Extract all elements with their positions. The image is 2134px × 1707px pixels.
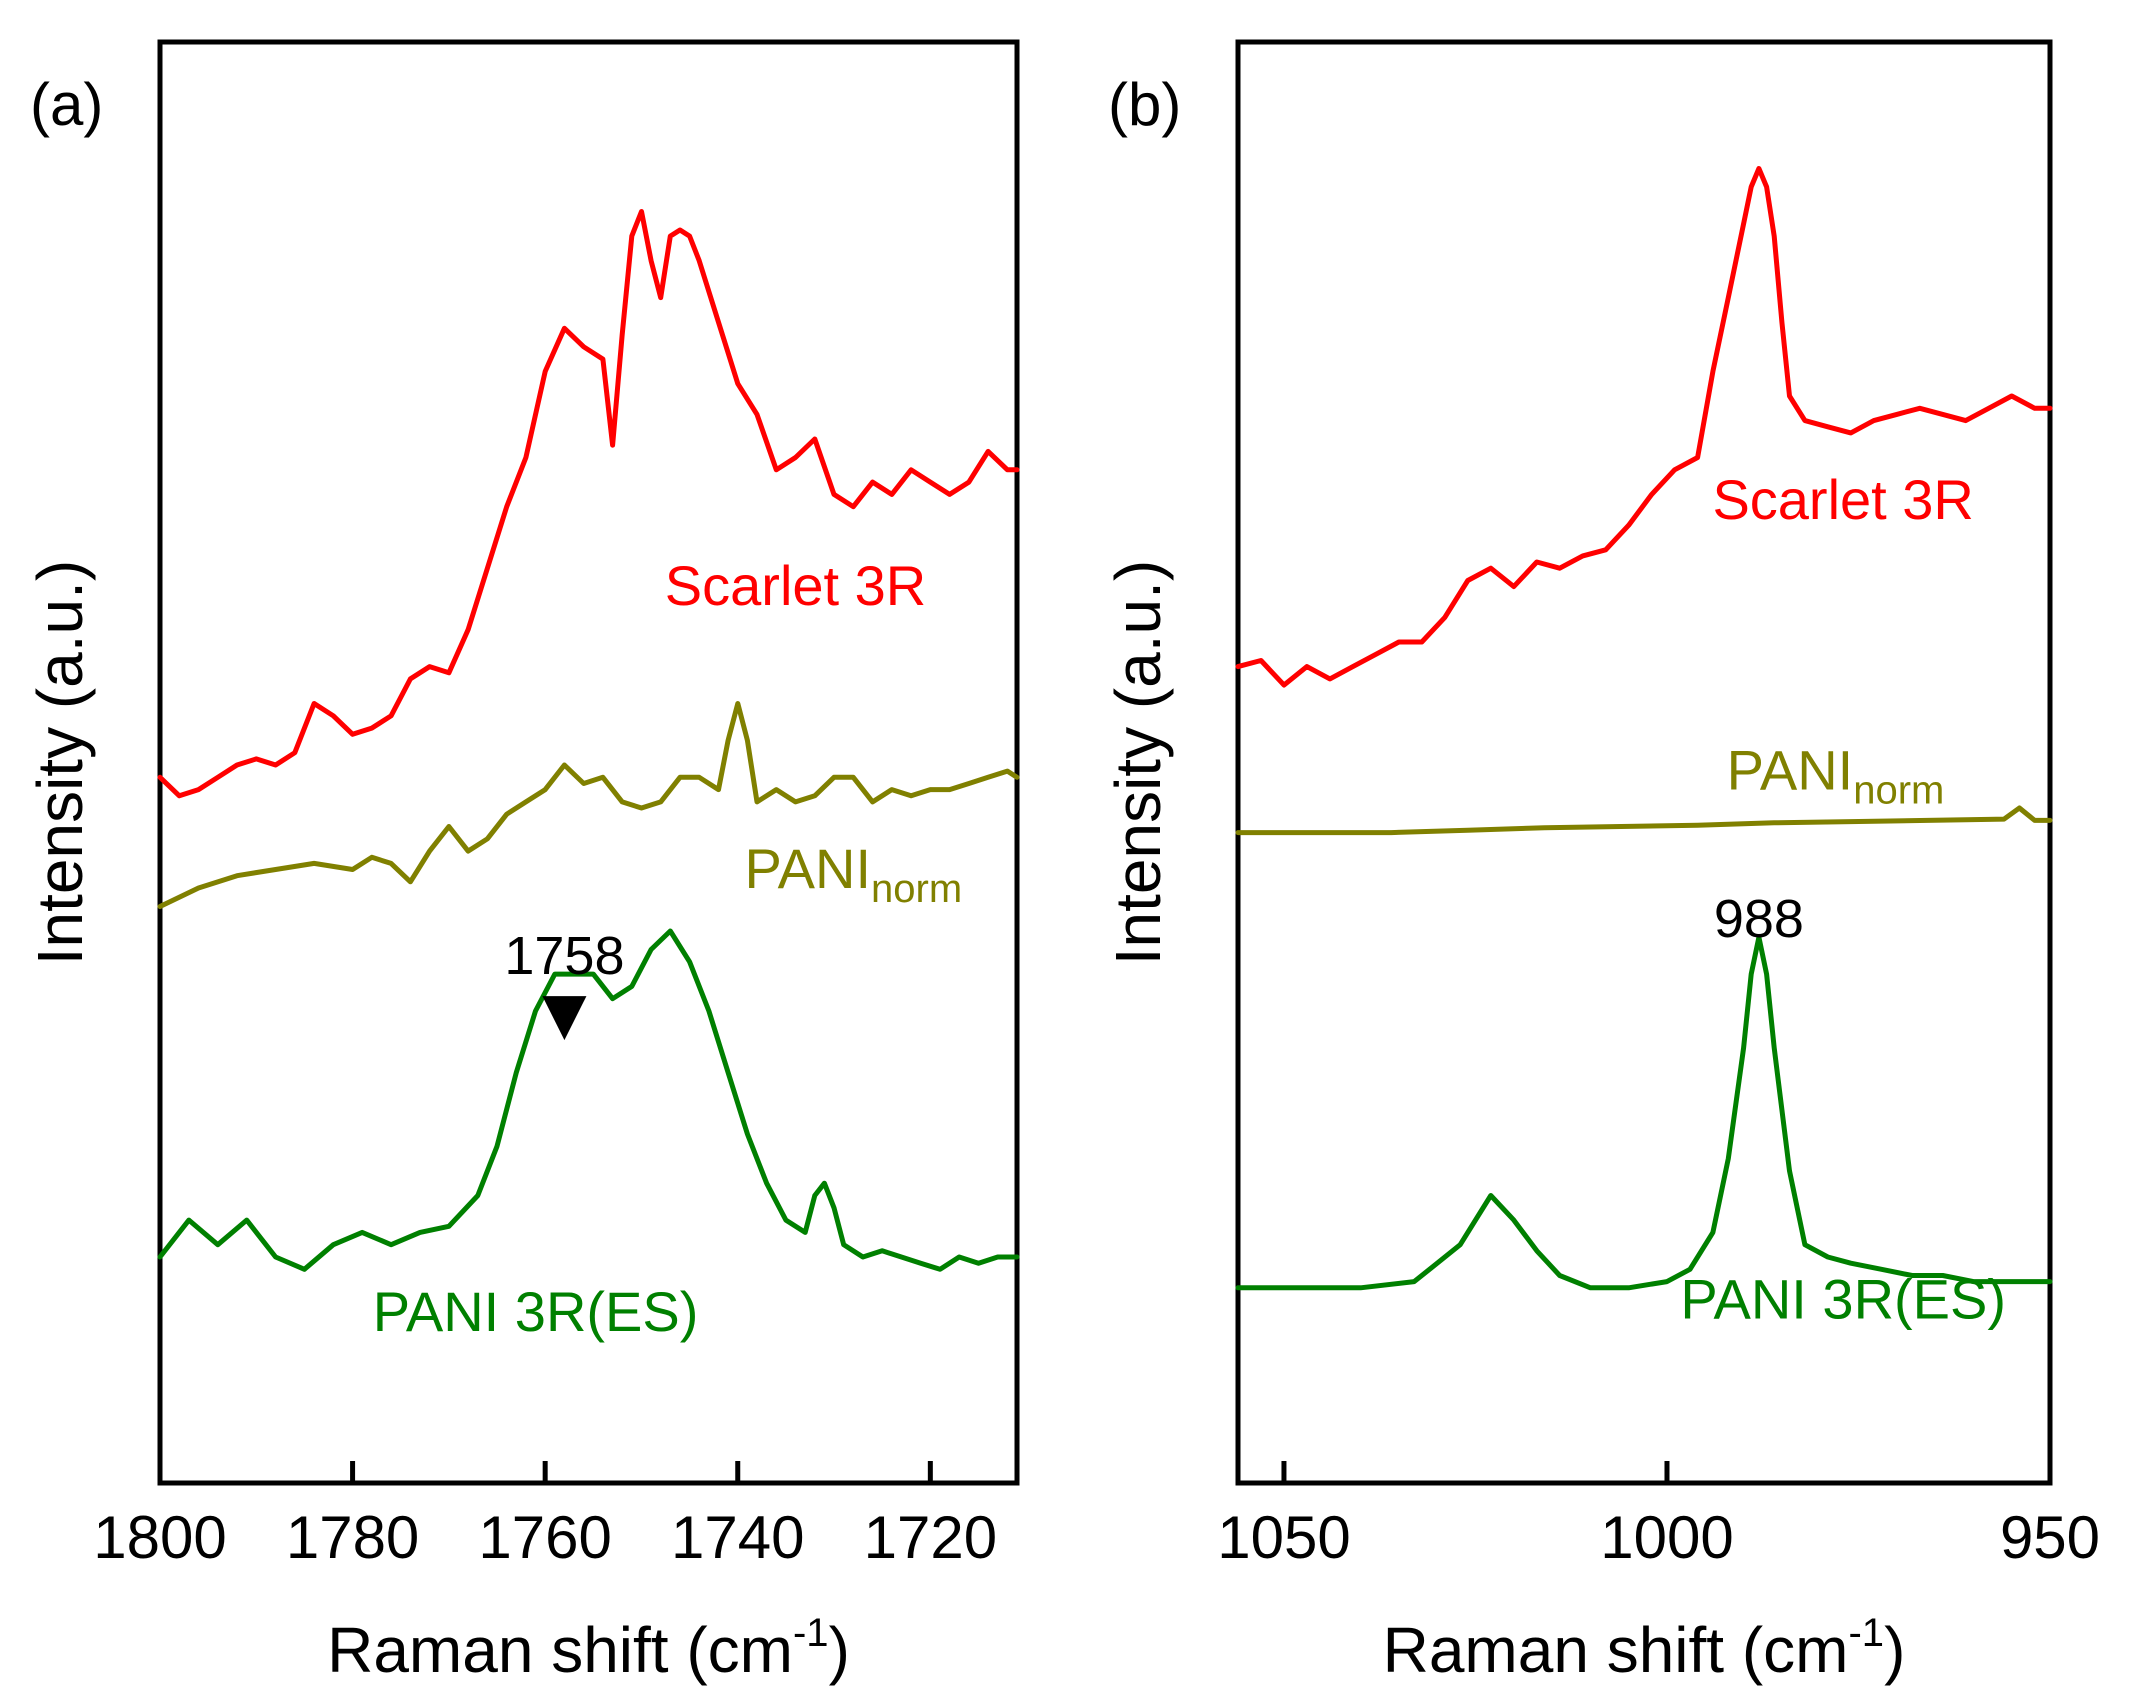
- series-line-scarlet-3r: [1235, 166, 2053, 688]
- series-line-scarlet-3r: [157, 209, 1020, 799]
- x-tick-label: 1740: [671, 1504, 804, 1571]
- x-axis-label-superscript: -1: [1848, 1611, 1884, 1655]
- series-label-text: PANI: [1727, 739, 1854, 802]
- x-tick-label: 1000: [1600, 1504, 1733, 1571]
- peak-label: 1758: [504, 926, 624, 986]
- series-label-text: Scarlet 3R: [1712, 468, 1973, 531]
- panel-b: 1050 1000 950 Scarlet 3R PANInorm PANI 3R(ES)…: [1102, 39, 2100, 1686]
- x-axis-label-end: ): [1884, 1614, 1905, 1686]
- plot-frame: [1235, 39, 2053, 1486]
- x-tick-label: 1780: [286, 1504, 419, 1571]
- series-label-text: Scarlet 3R: [665, 554, 926, 617]
- series-label-text: PANI 3R(ES): [373, 1280, 699, 1343]
- x-tick-label: 1050: [1217, 1504, 1350, 1571]
- series-label: PANInorm: [744, 837, 962, 911]
- x-axis-label-text: Raman shift (cm: [327, 1614, 793, 1686]
- plot-frame: [157, 39, 1020, 1486]
- series-line-pani-3r-es: [157, 928, 1020, 1272]
- peak-label: 988: [1714, 889, 1804, 949]
- series-label-subscript: norm: [1853, 769, 1944, 813]
- series-label-subscript: norm: [871, 867, 962, 911]
- x-axis-label-superscript: -1: [793, 1611, 829, 1655]
- x-tick-label: 1720: [864, 1504, 997, 1571]
- series-label: Scarlet 3R: [1712, 468, 1973, 531]
- series-label: PANI 3R(ES): [1680, 1268, 2006, 1331]
- x-axis-label-text: Raman shift (cm: [1383, 1614, 1849, 1686]
- x-axis-label: Raman shift (cm-1): [327, 1611, 850, 1686]
- series-label: Scarlet 3R: [665, 554, 926, 617]
- y-axis-label: Intensity (a.u.): [1102, 560, 1174, 966]
- x-axis-label: Raman shift (cm-1): [1383, 1611, 1906, 1686]
- series-line-pani: [157, 701, 1020, 909]
- x-tick-label: 950: [2000, 1504, 2100, 1571]
- x-axis-label-end: ): [829, 1614, 850, 1686]
- series-line-pani: [1235, 805, 2053, 836]
- series-label: PANInorm: [1727, 739, 1945, 813]
- x-tick-label: 1760: [478, 1504, 611, 1571]
- peak-marker-icon: [542, 996, 587, 1041]
- y-axis-label: Intensity (a.u.): [24, 560, 96, 966]
- series-label: PANI 3R(ES): [373, 1280, 699, 1343]
- panel-label: (b): [1108, 71, 1181, 138]
- panel-label: (a): [30, 71, 103, 138]
- series-label-text: PANI: [744, 837, 871, 900]
- series-label-text: PANI 3R(ES): [1680, 1268, 2006, 1331]
- x-tick-label: 1800: [93, 1504, 226, 1571]
- series-line-pani-3r-es: [1235, 934, 2053, 1291]
